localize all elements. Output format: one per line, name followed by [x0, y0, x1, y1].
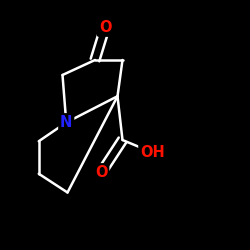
- Text: OH: OH: [140, 145, 165, 160]
- Text: O: O: [95, 165, 108, 180]
- Text: O: O: [99, 20, 111, 35]
- Text: N: N: [60, 115, 72, 130]
